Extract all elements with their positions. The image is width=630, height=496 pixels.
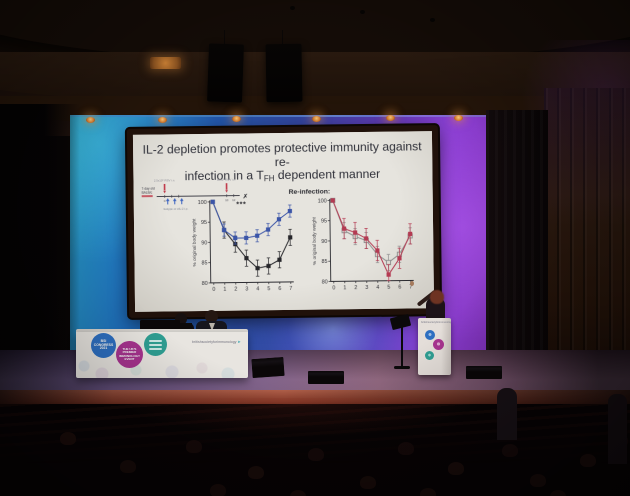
downlight-icon — [360, 10, 365, 14]
standing-person-silhouette — [497, 388, 517, 440]
svg-text:2: 2 — [234, 287, 237, 293]
uplight-lamp-icon — [86, 117, 95, 123]
immunology-event-circle: THE UK'S PREMIER IMMUNOLOGY EVENT — [116, 341, 143, 368]
teal-info-circle-small — [425, 351, 434, 360]
svg-text:1: 1 — [343, 285, 346, 291]
charts-row: 80 85 90 95 100 0 1 2 3 4 5 6 7 % original body weigh… — [190, 189, 419, 296]
audience-area — [0, 388, 630, 496]
svg-text:5: 5 — [267, 286, 270, 292]
lectern-front: britishsocietyforimmunology — [418, 318, 451, 375]
svg-text:0: 0 — [164, 199, 166, 203]
uplight-lamp-icon — [158, 117, 167, 123]
svg-text:***: *** — [236, 201, 246, 208]
svg-text:95: 95 — [321, 219, 327, 225]
svg-text:90: 90 — [201, 240, 207, 246]
audience-heads — [60, 432, 76, 445]
desk-front-banner: BSI CONGRESS 2021 THE UK'S PREMIER IMMUN… — [76, 332, 248, 378]
monitor-stand-base — [394, 366, 410, 369]
svg-text:3: 3 — [245, 286, 248, 292]
bodyweight-chart-reinfection: 80 85 90 95 100 0 1 2 3 4 5 6 7% original body weigh… — [310, 189, 419, 294]
bsi-logo-text: britishsocietyforimmunology ➤ — [192, 340, 241, 344]
svg-text:% original body weight: % original body weight — [191, 218, 198, 267]
svg-text:95: 95 — [201, 220, 207, 226]
syringe-icon — [163, 183, 166, 194]
speaker-hair — [430, 290, 444, 304]
svg-text:% original body weight: % original body weight — [311, 216, 318, 265]
uplight-lamp-icon — [454, 115, 463, 121]
uplight-lamp-icon — [232, 116, 241, 122]
chart-svg: 80 85 90 95 100 0 1 2 3 4 5 6 7 % original body weigh… — [191, 199, 294, 293]
svg-text:7: 7 — [289, 286, 292, 292]
stage-monitor-wedge — [466, 366, 502, 379]
svg-text:BALB/c: BALB/c — [142, 191, 153, 195]
wood-panel-wall — [544, 88, 630, 394]
stage-monitor-wedge — [251, 356, 285, 379]
svg-text:6: 6 — [278, 286, 281, 292]
bodyweight-chart-primary-infection: 80 85 90 95 100 0 1 2 3 4 5 6 7 % original body weigh… — [190, 191, 299, 296]
monitor-stand-pole — [401, 327, 403, 368]
bsi-logo-text-small: britishsocietyforimmunology — [421, 321, 451, 324]
svg-text:80: 80 — [202, 281, 208, 287]
downlight-icon — [290, 6, 295, 10]
rsv-dose-label: 8x10⁵ RSV i.n. — [217, 178, 236, 182]
svg-text:100: 100 — [198, 200, 207, 206]
uplight-lamp-icon — [312, 116, 321, 122]
standing-person-silhouette — [608, 394, 627, 464]
bsi-congress-circle-small — [425, 330, 435, 340]
svg-text:2: 2 — [354, 285, 357, 291]
svg-text:0: 0 — [332, 285, 335, 291]
red-text-blur — [141, 195, 153, 198]
antibody-treatment-label: Isotype or αIL-2 i.p. — [163, 207, 188, 211]
slide-title-line1: IL-2 depletion promotes protective immun… — [142, 139, 422, 169]
svg-text:4: 4 — [256, 286, 259, 292]
injection-arrows-up — [165, 198, 184, 205]
teal-info-circle — [144, 333, 167, 356]
svg-text:1: 1 — [223, 287, 226, 293]
svg-text:100: 100 — [318, 198, 327, 204]
svg-text:85: 85 — [321, 259, 327, 265]
pa-speaker-cluster — [206, 43, 245, 103]
bsi-logo-arrow-icon: ➤ — [237, 340, 241, 344]
svg-text:4: 4 — [376, 285, 379, 291]
uplight-lamp-icon — [386, 115, 395, 121]
downlight-icon — [430, 18, 435, 22]
tfh-subscript: FH — [263, 174, 275, 184]
bsi-congress-circle: BSI CONGRESS 2021 — [91, 333, 116, 358]
svg-text:80: 80 — [322, 279, 328, 285]
svg-text:90: 90 — [321, 239, 327, 245]
svg-text:3: 3 — [365, 285, 368, 291]
pa-speaker-cluster — [265, 43, 303, 103]
seat-rows — [0, 404, 630, 464]
chair-desk-group: BSI CONGRESS 2021 THE UK'S PREMIER IMMUN… — [76, 308, 252, 378]
svg-text:85: 85 — [201, 261, 207, 267]
speaker-hand — [410, 281, 414, 286]
lit-sign — [150, 57, 181, 69]
stage-monitor-wedge — [308, 371, 344, 384]
lectern-group: britishsocietyforimmunology — [386, 280, 476, 378]
svg-text:0: 0 — [212, 287, 215, 293]
rsv-dose-label: 2.5x10⁵ RSV i.n. — [154, 178, 176, 182]
immunology-event-circle-small — [433, 339, 444, 350]
